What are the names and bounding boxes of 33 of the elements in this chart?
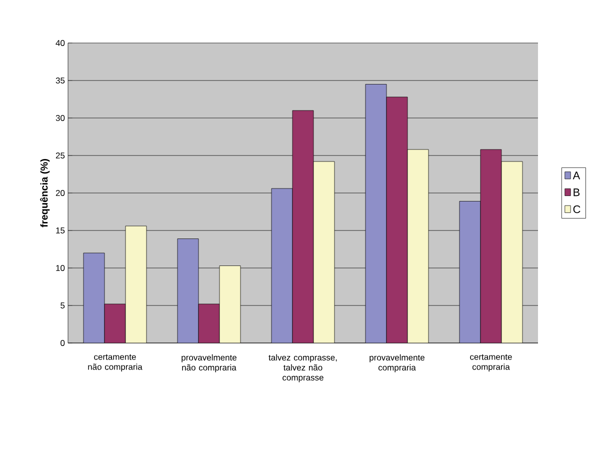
x-tick-label: certamente compraria	[470, 354, 512, 372]
bar	[177, 238, 199, 343]
bar	[104, 304, 126, 343]
bar	[198, 304, 220, 343]
x-tick-label: provavelmente não compraria	[182, 354, 236, 372]
y-axis-title: frequência (%)	[40, 159, 50, 228]
x-tick-label: provavelmente compraria	[370, 354, 424, 372]
bar	[501, 161, 523, 343]
bar	[83, 252, 105, 343]
x-tick-label: certamente não compraria	[88, 354, 142, 372]
y-tick-label: 25	[56, 152, 65, 158]
y-tick-label: 10	[56, 264, 65, 271]
y-tick-label: 35	[56, 77, 65, 84]
legend-label: C	[573, 205, 580, 214]
legend-label: A	[572, 172, 580, 180]
legend-label: B	[574, 188, 580, 196]
bar	[125, 226, 147, 343]
bar	[292, 110, 314, 343]
y-tick-label: 40	[56, 40, 65, 46]
y-tick-label: 20	[56, 190, 65, 196]
y-tick-label: 30	[56, 114, 65, 121]
bar	[365, 84, 387, 343]
bar	[407, 149, 429, 343]
bar	[313, 161, 335, 343]
bar	[271, 188, 293, 343]
y-tick-label: 15	[56, 228, 65, 234]
bar	[480, 149, 502, 343]
bar	[386, 96, 408, 343]
y-tick-label: 0	[60, 340, 65, 346]
y-tick-label: 5	[60, 302, 65, 308]
x-tick-label: talvez comprasse, talvez não comprasse	[268, 354, 337, 382]
bar	[219, 266, 241, 343]
bar	[459, 201, 481, 343]
